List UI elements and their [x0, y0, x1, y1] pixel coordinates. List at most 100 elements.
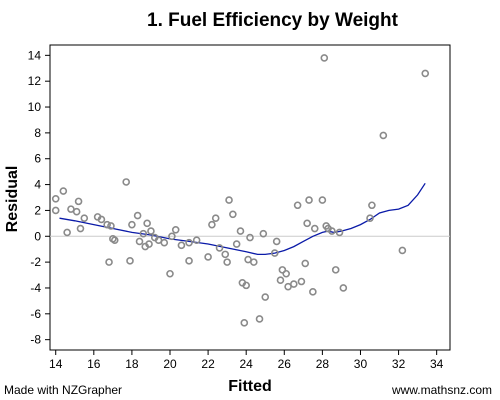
data-point — [160, 238, 169, 247]
data-point — [223, 258, 231, 266]
footer-url: www.mathsnz.com — [391, 383, 492, 397]
data-point — [59, 187, 68, 195]
data-point — [301, 259, 310, 268]
data-point — [335, 228, 344, 237]
data-point — [76, 224, 85, 233]
y-tick-label: 2 — [34, 203, 41, 217]
data-point — [133, 211, 142, 220]
data-point — [168, 232, 176, 241]
data-point — [74, 197, 83, 206]
x-tick-label: 18 — [125, 357, 139, 371]
data-point — [103, 220, 111, 229]
y-tick-label: 4 — [34, 178, 41, 192]
data-point — [366, 214, 374, 222]
data-point — [147, 227, 155, 235]
data-point — [208, 220, 216, 229]
data-point — [225, 196, 233, 204]
data-point — [51, 206, 60, 215]
data-point — [166, 269, 174, 278]
data-point — [63, 228, 71, 237]
x-axis-label: Fitted — [228, 378, 272, 395]
data-point — [240, 319, 249, 327]
data-point — [105, 258, 113, 266]
x-tick-label: 32 — [392, 357, 406, 371]
data-point — [246, 233, 254, 242]
trend-line — [59, 182, 426, 256]
data-point — [398, 246, 407, 255]
x-tick-label: 26 — [278, 357, 292, 371]
data-point — [110, 236, 119, 244]
data-point — [122, 178, 130, 186]
data-point — [276, 276, 285, 285]
x-tick-label: 16 — [87, 357, 101, 371]
data-point — [290, 280, 298, 288]
data-point — [204, 253, 212, 261]
data-point — [242, 281, 250, 290]
y-tick-label: 10 — [28, 100, 42, 114]
data-point — [318, 196, 327, 204]
data-point — [229, 210, 237, 219]
data-point — [303, 219, 311, 228]
x-tick-label: 34 — [430, 357, 444, 371]
x-tick-label: 20 — [163, 357, 177, 371]
data-point — [379, 131, 388, 140]
data-point — [297, 277, 306, 286]
x-tick-label: 14 — [49, 357, 63, 371]
data-point — [421, 69, 430, 78]
data-point — [305, 196, 313, 204]
data-point — [255, 315, 264, 323]
x-tick-label: 30 — [354, 357, 368, 371]
data-point — [293, 201, 302, 210]
data-point — [107, 222, 115, 230]
data-point — [236, 227, 245, 235]
data-point — [328, 227, 336, 235]
data-point — [177, 241, 186, 250]
data-point — [126, 257, 134, 265]
y-tick-label: -2 — [30, 255, 41, 269]
data-point — [145, 240, 153, 248]
data-point — [310, 224, 319, 233]
x-tick-label: 28 — [316, 357, 330, 371]
x-tick-label: 24 — [240, 357, 254, 371]
data-point — [97, 215, 106, 224]
data-point — [185, 257, 193, 265]
y-tick-label: -8 — [30, 333, 41, 347]
data-point — [192, 236, 201, 244]
data-point — [72, 207, 81, 216]
data-point — [139, 229, 148, 238]
data-point — [339, 284, 348, 292]
data-point — [250, 258, 258, 266]
y-tick-label: -6 — [30, 307, 41, 321]
data-point — [211, 214, 220, 222]
y-axis-label: Residual — [4, 165, 21, 233]
plot-frame — [49, 44, 451, 351]
data-point — [259, 229, 268, 238]
data-point — [143, 219, 151, 228]
y-tick-label: 0 — [34, 229, 41, 243]
data-point — [221, 250, 230, 259]
data-point — [215, 244, 224, 252]
y-tick-label: -4 — [30, 281, 41, 295]
y-tick-label: 14 — [28, 48, 42, 62]
footer-credit: Made with NZGrapher — [4, 383, 123, 397]
y-tick-label: 12 — [28, 74, 42, 88]
chart-title: 1. Fuel Efficiency by Weight — [147, 10, 398, 31]
data-point — [80, 214, 89, 222]
data-point — [171, 226, 180, 234]
data-point — [185, 238, 193, 247]
data-point — [278, 266, 287, 274]
data-point — [309, 288, 317, 296]
data-point — [272, 237, 281, 246]
data-point — [270, 249, 279, 257]
data-point — [261, 293, 270, 301]
data-point — [135, 237, 144, 246]
data-point — [232, 240, 241, 248]
x-tick-label: 22 — [201, 357, 215, 371]
data-point — [368, 201, 376, 210]
y-tick-label: 8 — [34, 126, 41, 140]
data-point — [320, 54, 329, 62]
y-tick-label: 6 — [34, 152, 41, 166]
data-point — [128, 220, 136, 229]
data-point — [51, 194, 60, 203]
